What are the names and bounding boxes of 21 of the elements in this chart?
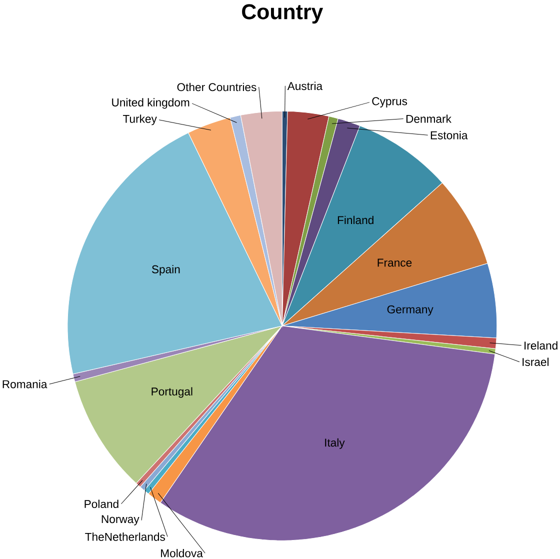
slice-label: Spain xyxy=(152,264,180,276)
slice-label: Israel xyxy=(522,358,549,366)
slice-label: Cyprus xyxy=(372,97,408,108)
slice-label: Norway xyxy=(102,515,140,526)
slice-label: Estonia xyxy=(430,130,468,140)
slice-label: TheNetherlands xyxy=(85,532,165,541)
slice-label: France xyxy=(378,258,412,267)
slice-label: Ireland xyxy=(524,341,558,350)
slice-label: Portugal xyxy=(152,387,192,398)
slice-label: United kingdom xyxy=(112,98,190,109)
slice-label: Finland xyxy=(338,216,374,224)
slice-label: Denmark xyxy=(406,114,452,123)
slice-label: Austria xyxy=(287,82,323,90)
slice-label: Turkey xyxy=(122,114,157,126)
slice-label: Poland xyxy=(84,500,118,508)
slice-label: Moldova xyxy=(161,548,203,558)
slice-label: Romania xyxy=(2,380,48,388)
slice-label: Italy xyxy=(325,438,345,449)
chart-title: Country xyxy=(242,4,324,24)
slice-label: Other Countries xyxy=(177,82,256,92)
slice-label: Germany xyxy=(387,305,434,316)
